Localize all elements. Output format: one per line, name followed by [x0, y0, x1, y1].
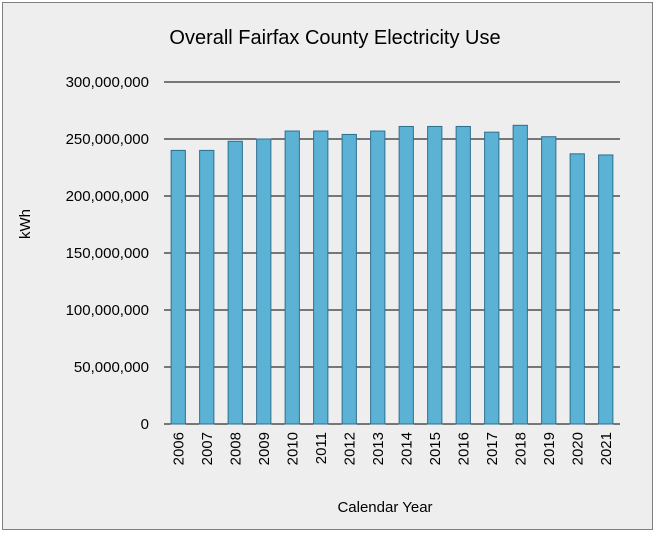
x-tick-label: 2014 [398, 432, 415, 465]
chart-title: Overall Fairfax County Electricity Use [169, 27, 500, 49]
y-tick-label: 150,000,000 [66, 245, 149, 262]
bar-2019 [541, 136, 557, 425]
bar-2021 [598, 154, 614, 425]
x-tick-label: 2013 [370, 432, 387, 465]
x-tick-label: 2012 [341, 432, 358, 465]
x-tick-label: 2016 [455, 432, 472, 465]
bar-2011 [313, 130, 329, 425]
x-tick-label: 2008 [227, 432, 244, 465]
bar-2009 [256, 138, 272, 425]
y-tick-label: 250,000,000 [66, 131, 149, 148]
x-axis-label: Calendar Year [337, 499, 432, 516]
y-tick-label: 100,000,000 [66, 302, 149, 319]
x-tick-label: 2020 [569, 432, 586, 465]
bars [170, 124, 614, 425]
bar-2008 [227, 140, 243, 425]
x-tick-label: 2006 [170, 432, 187, 465]
y-tick-label: 200,000,000 [66, 188, 149, 205]
bar-2016 [455, 125, 471, 425]
bar-2012 [341, 133, 357, 425]
bar-2020 [569, 153, 585, 425]
bar-2017 [484, 131, 500, 425]
bar-2018 [512, 124, 528, 425]
x-tick-label: 2009 [256, 432, 273, 465]
y-axis-label: kWh [17, 209, 34, 239]
bar-2010 [284, 130, 300, 425]
x-tick-label: 2007 [199, 432, 216, 465]
x-tick-label: 2010 [284, 432, 301, 465]
x-tick-label: 2019 [541, 432, 558, 465]
x-tick-label: 2017 [484, 432, 501, 465]
x-tick-label: 2018 [512, 432, 529, 465]
x-tick-label: 2011 [313, 432, 330, 464]
x-tick-label: 2021 [598, 432, 615, 465]
x-tick-label: 2015 [427, 432, 444, 465]
bar-2006 [170, 149, 186, 425]
y-tick-label: 0 [141, 416, 149, 433]
y-tick-labels: 0 50,000,000 100,000,000 150,000,000 200,000… [66, 74, 149, 433]
bar-2015 [427, 125, 443, 425]
y-tick-label: 300,000,000 [66, 74, 149, 91]
bar-2013 [370, 130, 386, 425]
y-tick-label: 50,000,000 [74, 359, 149, 376]
x-tick-labels: 2006 2007 2008 2009 2010 2011 2012 2013 2014 2015… [170, 432, 615, 465]
bar-2007 [199, 149, 215, 425]
bar-2014 [398, 125, 414, 425]
